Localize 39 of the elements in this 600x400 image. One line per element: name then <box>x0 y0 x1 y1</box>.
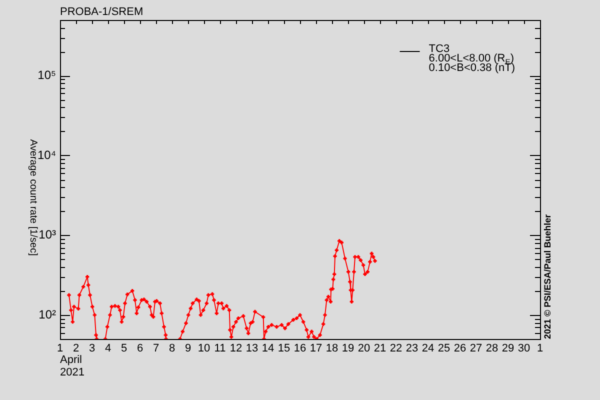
x-tick-label: 19 <box>342 342 354 355</box>
x-tick-label: 5 <box>120 342 128 355</box>
x-tick-label: 25 <box>438 342 450 355</box>
chart-title: PROBA-1/SREM <box>60 6 144 18</box>
x-tick-label: 24 <box>422 342 434 355</box>
x-tick-label: 13 <box>246 342 258 355</box>
x-tick-label: 12 <box>230 342 242 355</box>
x-tick-label: 23 <box>406 342 418 355</box>
x-tick-label: 15 <box>278 342 290 355</box>
y-tick-label: 10⁴ <box>37 148 56 162</box>
x-tick-label: 18 <box>326 342 338 355</box>
x-tick-label: 27 <box>470 342 482 355</box>
x-tick-label: 29 <box>502 342 514 355</box>
y-tick-label: 10⁵ <box>38 68 56 82</box>
y-tick-label: 10³ <box>38 228 56 242</box>
x-tick-label: 7 <box>152 342 160 355</box>
x-tick-label: 3 <box>88 342 96 355</box>
x-tick-label: 11 <box>214 342 226 355</box>
x-tick-label: 2 <box>72 342 80 355</box>
x-tick-label: 10 <box>198 342 210 355</box>
x-tick-label: 16 <box>294 342 306 355</box>
x-axis-title: April 2021 <box>60 354 84 378</box>
x-tick-label: 4 <box>104 342 112 355</box>
x-tick-label: 17 <box>310 342 322 355</box>
x-tick-label: 20 <box>358 342 370 355</box>
x-tick-label: 26 <box>454 342 466 355</box>
y-axis-title: Average count rate [1/sec] <box>27 139 38 256</box>
x-tick-label: 6 <box>136 342 144 355</box>
x-tick-label: 30 <box>518 342 530 355</box>
x-tick-label: 22 <box>390 342 402 355</box>
x-tick-label: 1 <box>56 342 64 355</box>
x-tick-label: 8 <box>168 342 176 355</box>
x-tick-label: 9 <box>184 342 192 355</box>
text: 2021 © PSI/ESA/Paul Buehler <box>542 214 552 339</box>
x-tick-label: 28 <box>486 342 498 355</box>
x-tick-label: 14 <box>262 342 274 355</box>
y-tick-label: 10² <box>38 307 56 322</box>
x-tick-label: 21 <box>374 342 386 355</box>
x-tick-label: 1 <box>536 342 544 355</box>
